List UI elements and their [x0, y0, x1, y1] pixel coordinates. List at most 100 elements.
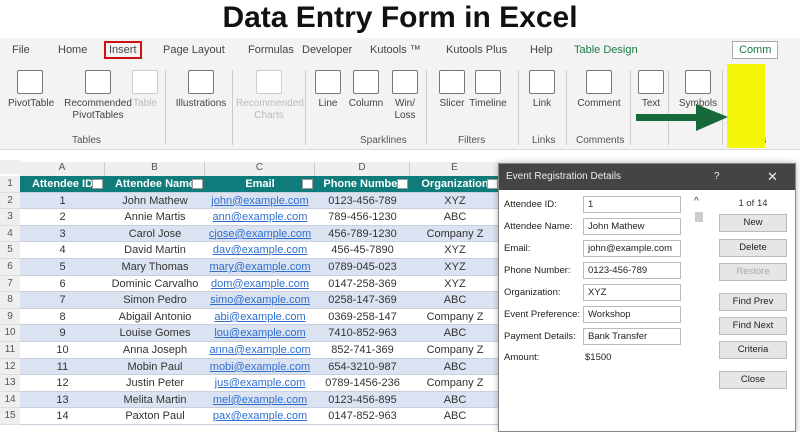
tab-formulas[interactable]: Formulas: [248, 44, 294, 56]
row-header[interactable]: 6: [0, 259, 20, 276]
table-cell[interactable]: Anna Joseph: [105, 342, 205, 359]
row-header[interactable]: 4: [0, 225, 20, 243]
ribbon-column-button[interactable]: Column: [345, 70, 387, 110]
table-cell[interactable]: 11: [20, 358, 105, 376]
table-cell[interactable]: XYZ: [410, 275, 500, 293]
table-cell[interactable]: John Mathew: [105, 192, 205, 210]
table-cell[interactable]: David Martin: [105, 242, 205, 259]
table-cell[interactable]: Melita Martin: [105, 391, 205, 409]
table-cell[interactable]: Company Z: [410, 225, 500, 243]
ribbon-comment-button[interactable]: Comment: [574, 70, 624, 110]
field-input[interactable]: XYZ: [583, 284, 681, 301]
row-header[interactable]: 12: [0, 358, 20, 376]
table-cell[interactable]: 9: [20, 325, 105, 342]
table-header-cell[interactable]: Organization: [410, 176, 500, 193]
row-header[interactable]: 2: [0, 192, 20, 210]
tab-kutools-plus[interactable]: Kutools Plus: [446, 44, 508, 56]
ribbon-timeline-button[interactable]: Timeline: [468, 70, 508, 110]
new-button[interactable]: New: [719, 214, 787, 232]
table-cell[interactable]: simo@example.com: [205, 292, 315, 309]
table-header-cell[interactable]: Phone Number: [315, 176, 410, 193]
table-header-cell[interactable]: Attendee ID: [20, 176, 105, 193]
row-header[interactable]: 15: [0, 408, 20, 425]
table-cell[interactable]: 12: [20, 375, 105, 392]
table-cell[interactable]: Mary Thomas: [105, 259, 205, 276]
table-cell[interactable]: Justin Peter: [105, 375, 205, 392]
tab-help[interactable]: Help: [530, 44, 553, 56]
table-cell[interactable]: mary@example.com: [205, 259, 315, 276]
table-cell[interactable]: 0258-147-369: [315, 292, 410, 309]
table-cell[interactable]: dav@example.com: [205, 242, 315, 259]
ribbon-slicer-button[interactable]: Slicer: [436, 70, 468, 110]
row-header[interactable]: 10: [0, 325, 20, 342]
scroll-up-icon[interactable]: ^: [694, 196, 699, 207]
field-input[interactable]: Workshop: [583, 306, 681, 323]
field-input[interactable]: John Mathew: [583, 218, 681, 235]
row-header[interactable]: 11: [0, 342, 20, 359]
table-cell[interactable]: Dominic Carvalho: [105, 275, 205, 293]
table-cell[interactable]: ABC: [410, 358, 500, 376]
table-cell[interactable]: 789-456-1230: [315, 209, 410, 226]
table-cell[interactable]: mobi@example.com: [205, 358, 315, 376]
table-cell[interactable]: ABC: [410, 391, 500, 409]
column-header-D[interactable]: D: [315, 162, 410, 176]
field-input[interactable]: Bank Transfer: [583, 328, 681, 345]
select-all-corner[interactable]: [0, 160, 20, 174]
table-cell[interactable]: Mobin Paul: [105, 358, 205, 376]
field-input[interactable]: john@example.com: [583, 240, 681, 257]
table-cell[interactable]: 456-789-1230: [315, 225, 410, 243]
row-header[interactable]: 3: [0, 209, 20, 226]
table-cell[interactable]: ABC: [410, 209, 500, 226]
field-input[interactable]: 1: [583, 196, 681, 213]
table-cell[interactable]: Paxton Paul: [105, 408, 205, 425]
find-next-button[interactable]: Find Next: [719, 317, 787, 335]
table-cell[interactable]: XYZ: [410, 259, 500, 276]
filter-dropdown-icon[interactable]: [92, 179, 103, 189]
column-header-A[interactable]: A: [20, 162, 105, 176]
table-cell[interactable]: Annie Martis: [105, 209, 205, 226]
table-header-cell[interactable]: Attendee Name: [105, 176, 205, 193]
table-cell[interactable]: Company Z: [410, 375, 500, 392]
row-header[interactable]: 13: [0, 375, 20, 392]
table-cell[interactable]: Louise Gomes: [105, 325, 205, 342]
ribbon-symbols-button[interactable]: Symbols: [678, 70, 718, 110]
filter-dropdown-icon[interactable]: [397, 179, 408, 189]
filter-dropdown-icon[interactable]: [302, 179, 313, 189]
tab-insert[interactable]: Insert: [104, 41, 142, 59]
ribbon-win-loss-button[interactable]: Win/ Loss: [390, 70, 420, 122]
table-cell[interactable]: 5: [20, 259, 105, 276]
filter-dropdown-icon[interactable]: [192, 179, 203, 189]
table-cell[interactable]: pax@example.com: [205, 408, 315, 425]
table-cell[interactable]: 1: [20, 192, 105, 210]
table-cell[interactable]: XYZ: [410, 192, 500, 210]
row-header[interactable]: 9: [0, 308, 20, 326]
table-cell[interactable]: jus@example.com: [205, 375, 315, 392]
table-cell[interactable]: 0123-456-789: [315, 192, 410, 210]
tab-table-design[interactable]: Table Design: [574, 44, 638, 56]
row-header[interactable]: 5: [0, 242, 20, 259]
filter-dropdown-icon[interactable]: [487, 179, 498, 189]
scrollbar-thumb[interactable]: [695, 212, 703, 222]
table-cell[interactable]: 852-741-369: [315, 342, 410, 359]
table-cell[interactable]: Simon Pedro: [105, 292, 205, 309]
table-cell[interactable]: 0789-045-023: [315, 259, 410, 276]
table-cell[interactable]: Company Z: [410, 308, 500, 326]
table-cell[interactable]: 0123-456-895: [315, 391, 410, 409]
table-cell[interactable]: XYZ: [410, 242, 500, 259]
column-header-B[interactable]: B: [105, 162, 205, 176]
table-cell[interactable]: 3: [20, 225, 105, 243]
ribbon-illustrations-button[interactable]: Illustrations: [172, 70, 230, 110]
table-cell[interactable]: Company Z: [410, 342, 500, 359]
table-cell[interactable]: 2: [20, 209, 105, 226]
table-cell[interactable]: dom@example.com: [205, 275, 315, 293]
table-cell[interactable]: lou@example.com: [205, 325, 315, 342]
close-button[interactable]: Close: [719, 371, 787, 389]
table-cell[interactable]: anna@example.com: [205, 342, 315, 359]
column-header-E[interactable]: E: [410, 162, 500, 176]
column-header-C[interactable]: C: [205, 162, 315, 176]
table-cell[interactable]: 0369-258-147: [315, 308, 410, 326]
close-icon[interactable]: ✕: [767, 169, 778, 184]
table-cell[interactable]: 7410-852-963: [315, 325, 410, 342]
field-input[interactable]: 0123-456-789: [583, 262, 681, 279]
table-cell[interactable]: 654-3210-987: [315, 358, 410, 376]
